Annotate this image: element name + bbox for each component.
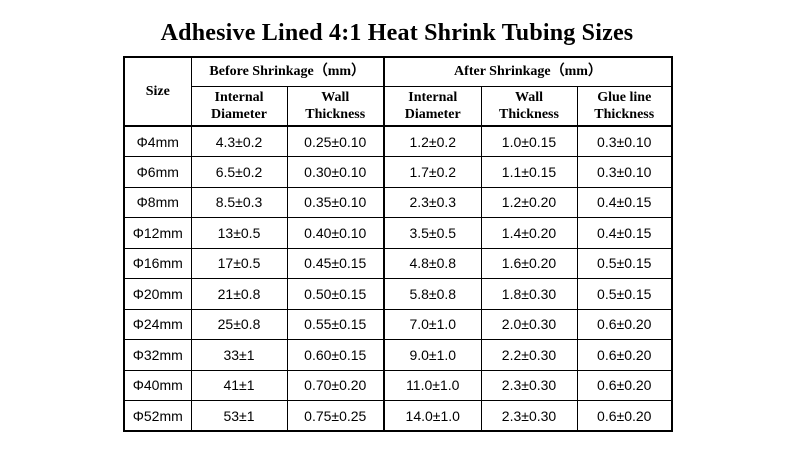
page-title: Adhesive Lined 4:1 Heat Shrink Tubing Si… xyxy=(160,20,634,46)
after-wall-cell: 1.0±0.15 xyxy=(480,125,578,157)
glue-line-cell: 0.4±0.15 xyxy=(576,186,673,218)
size-cell: Φ20mm xyxy=(123,278,192,310)
after-wall-cell: 2.3±0.30 xyxy=(480,369,578,401)
before-id-cell: 21±0.8 xyxy=(190,278,288,310)
before-shrinkage-header: Before Shrinkage（mm） xyxy=(190,56,385,87)
after-id-cell: 7.0±1.0 xyxy=(383,308,482,340)
after-wall-cell: 1.8±0.30 xyxy=(480,278,578,310)
before-wall-cell: 0.25±0.10 xyxy=(286,125,385,157)
after-id-cell: 2.3±0.3 xyxy=(383,186,482,218)
before-id-cell: 33±1 xyxy=(190,339,288,371)
before-wall-cell: 0.50±0.15 xyxy=(286,278,385,310)
after-id-cell: 5.8±0.8 xyxy=(383,278,482,310)
before-wall-thickness-header: Wall Thickness xyxy=(286,85,385,127)
size-cell: Φ24mm xyxy=(123,308,192,340)
size-cell: Φ52mm xyxy=(123,400,192,432)
size-cell: Φ16mm xyxy=(123,247,192,279)
after-id-cell: 14.0±1.0 xyxy=(383,400,482,432)
tubing-sizes-table: Size Before Shrinkage（mm） After Shrinkag… xyxy=(123,56,673,432)
table-row: Φ24mm 25±0.8 0.55±0.15 7.0±1.0 2.0±0.30 … xyxy=(123,308,673,340)
size-cell: Φ8mm xyxy=(123,186,192,218)
glue-line-cell: 0.6±0.20 xyxy=(576,308,673,340)
glue-line-cell: 0.5±0.15 xyxy=(576,247,673,279)
table-row: Φ20mm 21±0.8 0.50±0.15 5.8±0.8 1.8±0.30 … xyxy=(123,278,673,310)
before-wall-cell: 0.70±0.20 xyxy=(286,369,385,401)
after-id-cell: 4.8±0.8 xyxy=(383,247,482,279)
table-row: Φ52mm 53±1 0.75±0.25 14.0±1.0 2.3±0.30 0… xyxy=(123,400,673,432)
after-id-cell: 11.0±1.0 xyxy=(383,369,482,401)
after-internal-diameter-header: Internal Diameter xyxy=(383,85,482,127)
size-cell: Φ40mm xyxy=(123,369,192,401)
before-id-cell: 13±0.5 xyxy=(190,217,288,249)
before-internal-diameter-header: Internal Diameter xyxy=(190,85,288,127)
before-id-cell: 25±0.8 xyxy=(190,308,288,340)
glue-line-cell: 0.4±0.15 xyxy=(576,217,673,249)
after-wall-cell: 1.2±0.20 xyxy=(480,186,578,218)
before-id-cell: 41±1 xyxy=(190,369,288,401)
before-id-cell: 4.3±0.2 xyxy=(190,125,288,157)
after-wall-cell: 2.3±0.30 xyxy=(480,400,578,432)
before-id-cell: 17±0.5 xyxy=(190,247,288,279)
before-wall-cell: 0.35±0.10 xyxy=(286,186,385,218)
after-wall-thickness-header: Wall Thickness xyxy=(480,85,578,127)
before-wall-cell: 0.75±0.25 xyxy=(286,400,385,432)
before-wall-cell: 0.60±0.15 xyxy=(286,339,385,371)
before-id-cell: 8.5±0.3 xyxy=(190,186,288,218)
after-wall-cell: 2.0±0.30 xyxy=(480,308,578,340)
glue-line-cell: 0.6±0.20 xyxy=(576,339,673,371)
after-wall-cell: 2.2±0.30 xyxy=(480,339,578,371)
glue-line-cell: 0.6±0.20 xyxy=(576,369,673,401)
before-wall-cell: 0.40±0.10 xyxy=(286,217,385,249)
glue-line-cell: 0.5±0.15 xyxy=(576,278,673,310)
size-cell: Φ6mm xyxy=(123,156,192,188)
table-row: Φ6mm 6.5±0.2 0.30±0.10 1.7±0.2 1.1±0.15 … xyxy=(123,156,673,188)
size-cell: Φ4mm xyxy=(123,125,192,157)
table-row: Φ8mm 8.5±0.3 0.35±0.10 2.3±0.3 1.2±0.20 … xyxy=(123,186,673,218)
table-row: Φ40mm 41±1 0.70±0.20 11.0±1.0 2.3±0.30 0… xyxy=(123,369,673,401)
after-wall-cell: 1.1±0.15 xyxy=(480,156,578,188)
table-row: Φ4mm 4.3±0.2 0.25±0.10 1.2±0.2 1.0±0.15 … xyxy=(123,125,673,157)
table-row: Φ32mm 33±1 0.60±0.15 9.0±1.0 2.2±0.30 0.… xyxy=(123,339,673,371)
before-wall-cell: 0.45±0.15 xyxy=(286,247,385,279)
after-id-cell: 3.5±0.5 xyxy=(383,217,482,249)
size-column-header: Size xyxy=(123,56,192,127)
size-cell: Φ32mm xyxy=(123,339,192,371)
glue-line-cell: 0.3±0.10 xyxy=(576,156,673,188)
before-wall-cell: 0.30±0.10 xyxy=(286,156,385,188)
before-id-cell: 6.5±0.2 xyxy=(190,156,288,188)
table-row: Φ16mm 17±0.5 0.45±0.15 4.8±0.8 1.6±0.20 … xyxy=(123,247,673,279)
after-wall-cell: 1.6±0.20 xyxy=(480,247,578,279)
after-wall-cell: 1.4±0.20 xyxy=(480,217,578,249)
size-cell: Φ12mm xyxy=(123,217,192,249)
after-id-cell: 9.0±1.0 xyxy=(383,339,482,371)
table-row: Φ12mm 13±0.5 0.40±0.10 3.5±0.5 1.4±0.20 … xyxy=(123,217,673,249)
glue-line-cell: 0.3±0.10 xyxy=(576,125,673,157)
after-shrinkage-header: After Shrinkage（mm） xyxy=(383,56,673,87)
before-wall-cell: 0.55±0.15 xyxy=(286,308,385,340)
glue-line-thickness-header: Glue line Thickness xyxy=(576,85,673,127)
glue-line-cell: 0.6±0.20 xyxy=(576,400,673,432)
before-id-cell: 53±1 xyxy=(190,400,288,432)
after-id-cell: 1.7±0.2 xyxy=(383,156,482,188)
after-id-cell: 1.2±0.2 xyxy=(383,125,482,157)
